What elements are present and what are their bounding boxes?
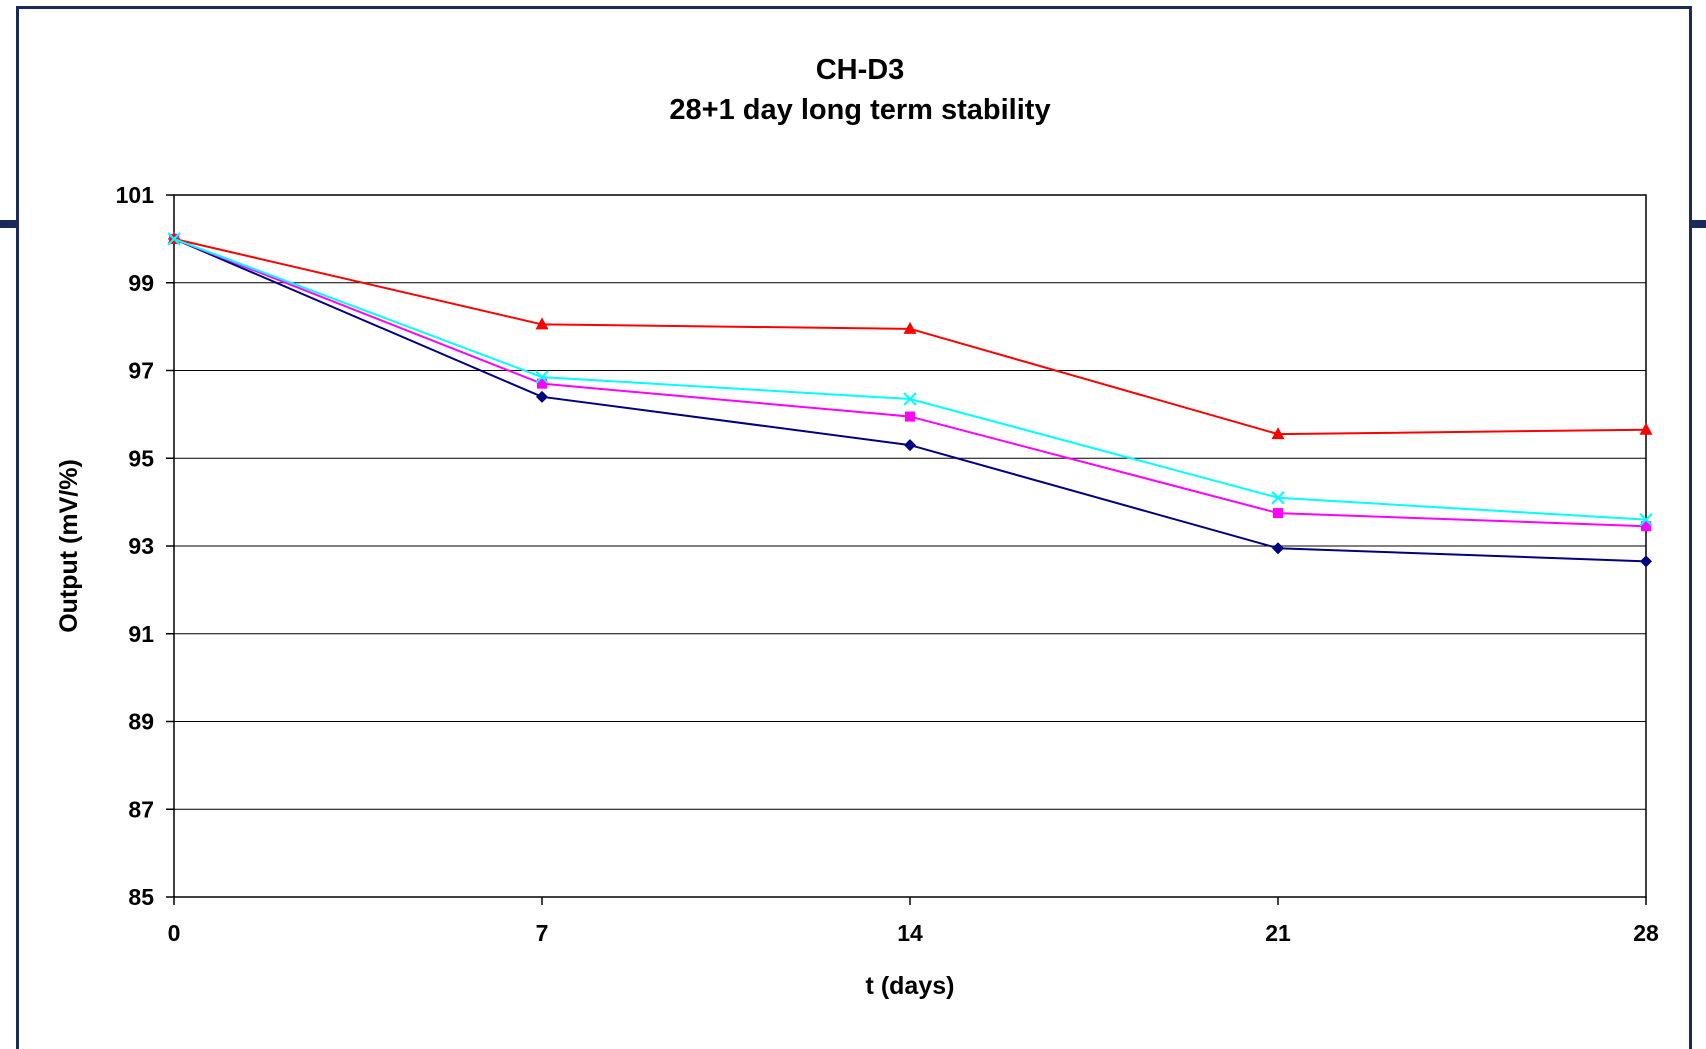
- series-4-point: [1639, 512, 1653, 527]
- chart-frame: CH-D3 28+1 day long term stability 85 87 8…: [16, 6, 1692, 1049]
- y-axis-label: Output (mV/%): [55, 459, 83, 633]
- x-tick-label: 21: [1265, 920, 1291, 946]
- series-3: [167, 231, 1653, 440]
- x-tick-label: 7: [536, 920, 549, 946]
- series-2-line: [173, 237, 1647, 528]
- series-2-point: [1641, 521, 1651, 532]
- y-tick-label: 91: [128, 621, 154, 647]
- background-rule-left: [0, 220, 30, 228]
- series-layer: [167, 231, 1653, 568]
- y-tick-label: 97: [128, 358, 154, 384]
- series-4-point: [535, 370, 549, 384]
- series-1-point: [904, 439, 916, 452]
- series-3-point: [903, 321, 917, 334]
- series-4: [167, 232, 1653, 527]
- chart-title-line-2: 28+1 day long term stability: [669, 94, 1050, 126]
- series-1-point: [1640, 555, 1652, 568]
- y-tick-label: 101: [116, 182, 155, 208]
- series-2-point: [905, 411, 915, 422]
- y-tick-label: 99: [128, 270, 154, 296]
- line-chart: CH-D3 28+1 day long term stability 85878…: [55, 54, 1659, 1000]
- x-tick-label: 0: [168, 920, 181, 946]
- series-1-point: [536, 390, 548, 403]
- y-tick-label: 85: [128, 884, 154, 910]
- grid-lines: [174, 194, 1646, 898]
- series-3-point: [1271, 427, 1285, 440]
- series-3-line: [173, 237, 1647, 436]
- y-tick-label: 95: [128, 445, 154, 471]
- x-tick-label: 28: [1633, 920, 1659, 946]
- series-2-point: [1273, 508, 1283, 519]
- series-3-point: [1639, 422, 1653, 435]
- y-tick-label: 93: [128, 533, 154, 559]
- series-1-point: [1272, 542, 1284, 555]
- x-axis-label: t (days): [866, 972, 955, 1000]
- series-4-line: [173, 237, 1647, 521]
- series-4-point: [903, 392, 917, 406]
- y-axis-ticks: 85 87 89 91 93 95 97 99 101: [116, 182, 174, 910]
- series-2: [169, 233, 1651, 532]
- y-tick-label: 89: [128, 709, 154, 735]
- y-tick-label: 87: [128, 796, 154, 822]
- x-tick-label: 14: [897, 920, 923, 946]
- series-4-point: [1271, 491, 1285, 505]
- series-2-point: [537, 378, 547, 389]
- chart-title-line-1: CH-D3: [816, 54, 905, 86]
- series-4-point: [167, 232, 181, 246]
- x-axis-ticks: 0 7 14 21 28: [168, 897, 1659, 946]
- series-3-point: [535, 317, 549, 330]
